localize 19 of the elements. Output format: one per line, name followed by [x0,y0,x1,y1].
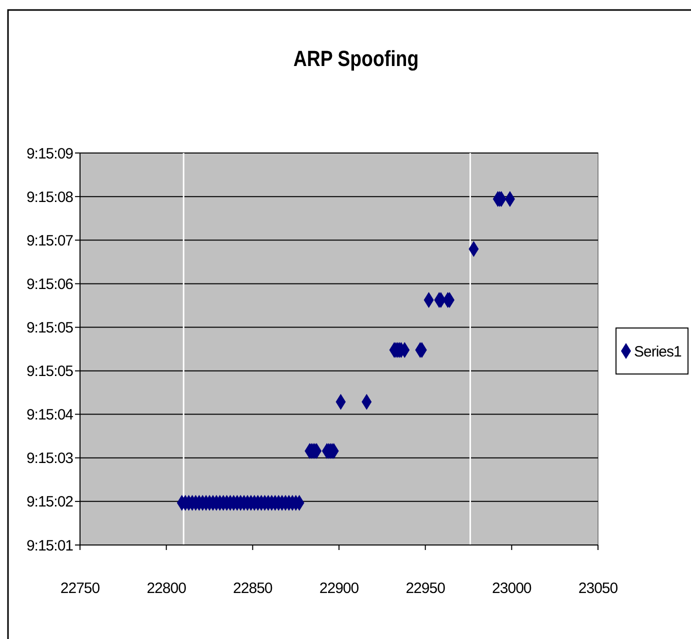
x-tick-label: 22900 [319,580,359,597]
y-tick-label: 9:15:06 [26,276,74,293]
x-tick-label: 23050 [578,580,618,597]
y-tick-label: 9:15:08 [26,188,74,206]
y-tick-label: 9:15:01 [26,537,74,554]
chart-title: ARP Spoofing [293,48,419,72]
y-tick-label: 9:15:09 [26,145,74,162]
x-tick-label: 22850 [233,580,272,597]
x-tick-label: 22800 [146,580,186,597]
y-tick-label: 9:15:02 [26,494,74,511]
y-tick-label: 9:15:05 [26,320,74,337]
y-tick-label: 9:15:05 [26,363,74,380]
y-tick-label: 9:15:04 [26,406,74,424]
legend-label: Series1 [634,343,682,360]
y-tick-label: 9:15:07 [26,232,74,250]
y-tick-label: 9:15:03 [26,450,74,468]
x-tick-label: 23000 [492,580,532,597]
x-tick-label: 22950 [406,580,446,597]
x-tick-label: 22750 [60,580,100,597]
